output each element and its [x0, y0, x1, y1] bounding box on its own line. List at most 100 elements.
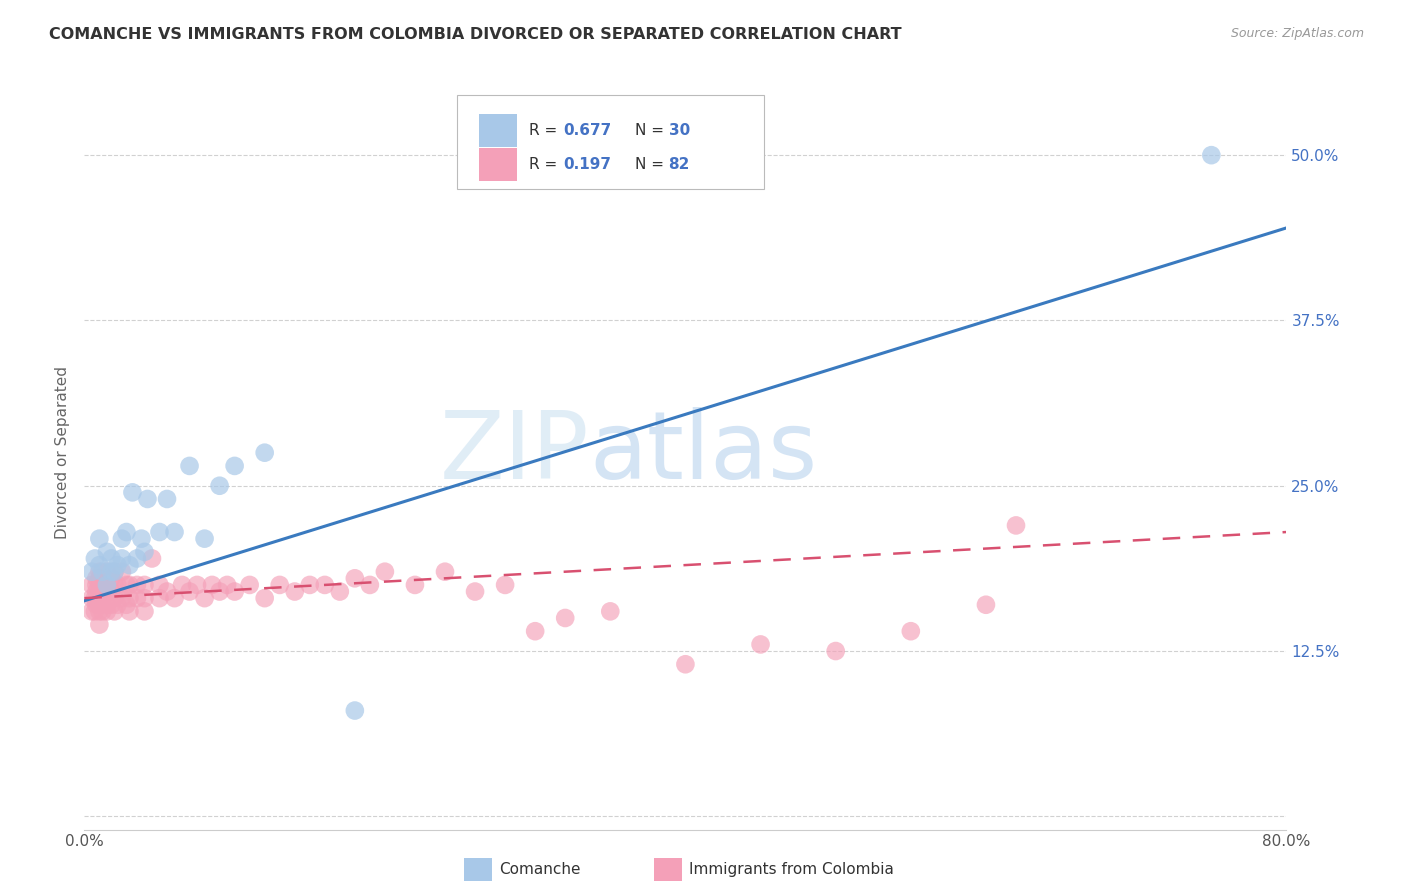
- Point: [96, 604, 118, 618]
- Point: [329, 584, 352, 599]
- Point: [900, 624, 922, 639]
- Point: [186, 578, 208, 592]
- Point: [118, 558, 141, 573]
- FancyBboxPatch shape: [457, 95, 763, 189]
- Point: [96, 584, 118, 599]
- Point: [314, 578, 336, 592]
- Point: [201, 578, 224, 592]
- Text: N =: N =: [636, 157, 669, 172]
- Point: [103, 591, 125, 606]
- Point: [89, 578, 111, 592]
- Point: [103, 578, 125, 592]
- Point: [103, 604, 125, 618]
- Point: [170, 578, 193, 592]
- Point: [824, 644, 846, 658]
- Point: [134, 604, 156, 618]
- Text: R =: R =: [529, 157, 562, 172]
- Point: [179, 458, 201, 473]
- Point: [134, 545, 156, 559]
- Point: [141, 551, 163, 566]
- Point: [148, 578, 170, 592]
- Point: [118, 578, 141, 592]
- Point: [163, 524, 186, 539]
- Point: [434, 565, 457, 579]
- Text: Immigrants from Colombia: Immigrants from Colombia: [689, 863, 894, 877]
- Point: [156, 491, 179, 506]
- Point: [89, 604, 111, 618]
- Point: [83, 604, 105, 618]
- Point: [217, 578, 239, 592]
- Point: [91, 578, 114, 592]
- Point: [83, 591, 105, 606]
- Point: [91, 604, 114, 618]
- Point: [599, 604, 621, 618]
- Point: [100, 571, 122, 585]
- Point: [148, 591, 170, 606]
- Point: [96, 598, 118, 612]
- Point: [80, 565, 103, 579]
- Point: [374, 565, 396, 579]
- Point: [131, 532, 153, 546]
- FancyBboxPatch shape: [478, 148, 517, 181]
- Point: [359, 578, 381, 592]
- Point: [1201, 148, 1223, 162]
- Point: [115, 578, 138, 592]
- Point: [118, 604, 141, 618]
- Point: [298, 578, 321, 592]
- Point: [96, 545, 118, 559]
- Point: [125, 551, 148, 566]
- Point: [343, 704, 366, 718]
- Text: ZIP: ZIP: [440, 407, 589, 499]
- Text: 0.677: 0.677: [562, 123, 612, 138]
- Point: [111, 532, 134, 546]
- Point: [239, 578, 262, 592]
- Point: [103, 565, 125, 579]
- Point: [96, 565, 118, 579]
- Point: [103, 565, 125, 579]
- Point: [107, 598, 129, 612]
- Point: [749, 637, 772, 651]
- FancyBboxPatch shape: [478, 114, 517, 147]
- Point: [524, 624, 547, 639]
- Point: [89, 584, 111, 599]
- Text: Comanche: Comanche: [499, 863, 581, 877]
- Point: [554, 611, 576, 625]
- Point: [107, 578, 129, 592]
- Point: [111, 551, 134, 566]
- Point: [1005, 518, 1028, 533]
- Point: [100, 565, 122, 579]
- Point: [208, 584, 231, 599]
- Point: [89, 558, 111, 573]
- Point: [91, 565, 114, 579]
- Point: [91, 591, 114, 606]
- Text: Source: ZipAtlas.com: Source: ZipAtlas.com: [1230, 27, 1364, 40]
- Point: [404, 578, 426, 592]
- Point: [148, 524, 170, 539]
- Point: [115, 524, 138, 539]
- Point: [156, 584, 179, 599]
- Point: [86, 578, 108, 592]
- Point: [89, 565, 111, 579]
- Point: [118, 591, 141, 606]
- Text: 0.197: 0.197: [562, 157, 610, 172]
- Point: [134, 591, 156, 606]
- Text: R =: R =: [529, 123, 562, 138]
- Point: [464, 584, 486, 599]
- Point: [89, 571, 111, 585]
- Text: COMANCHE VS IMMIGRANTS FROM COLOMBIA DIVORCED OR SEPARATED CORRELATION CHART: COMANCHE VS IMMIGRANTS FROM COLOMBIA DIV…: [49, 27, 901, 42]
- Point: [96, 578, 118, 592]
- Text: N =: N =: [636, 123, 669, 138]
- Point: [86, 571, 108, 585]
- Point: [194, 532, 217, 546]
- Point: [100, 584, 122, 599]
- Point: [136, 491, 159, 506]
- Point: [86, 598, 108, 612]
- Point: [494, 578, 516, 592]
- Point: [100, 551, 122, 566]
- Point: [343, 571, 366, 585]
- Point: [83, 551, 105, 566]
- Point: [96, 578, 118, 592]
- Point: [163, 591, 186, 606]
- Point: [111, 565, 134, 579]
- Point: [89, 532, 111, 546]
